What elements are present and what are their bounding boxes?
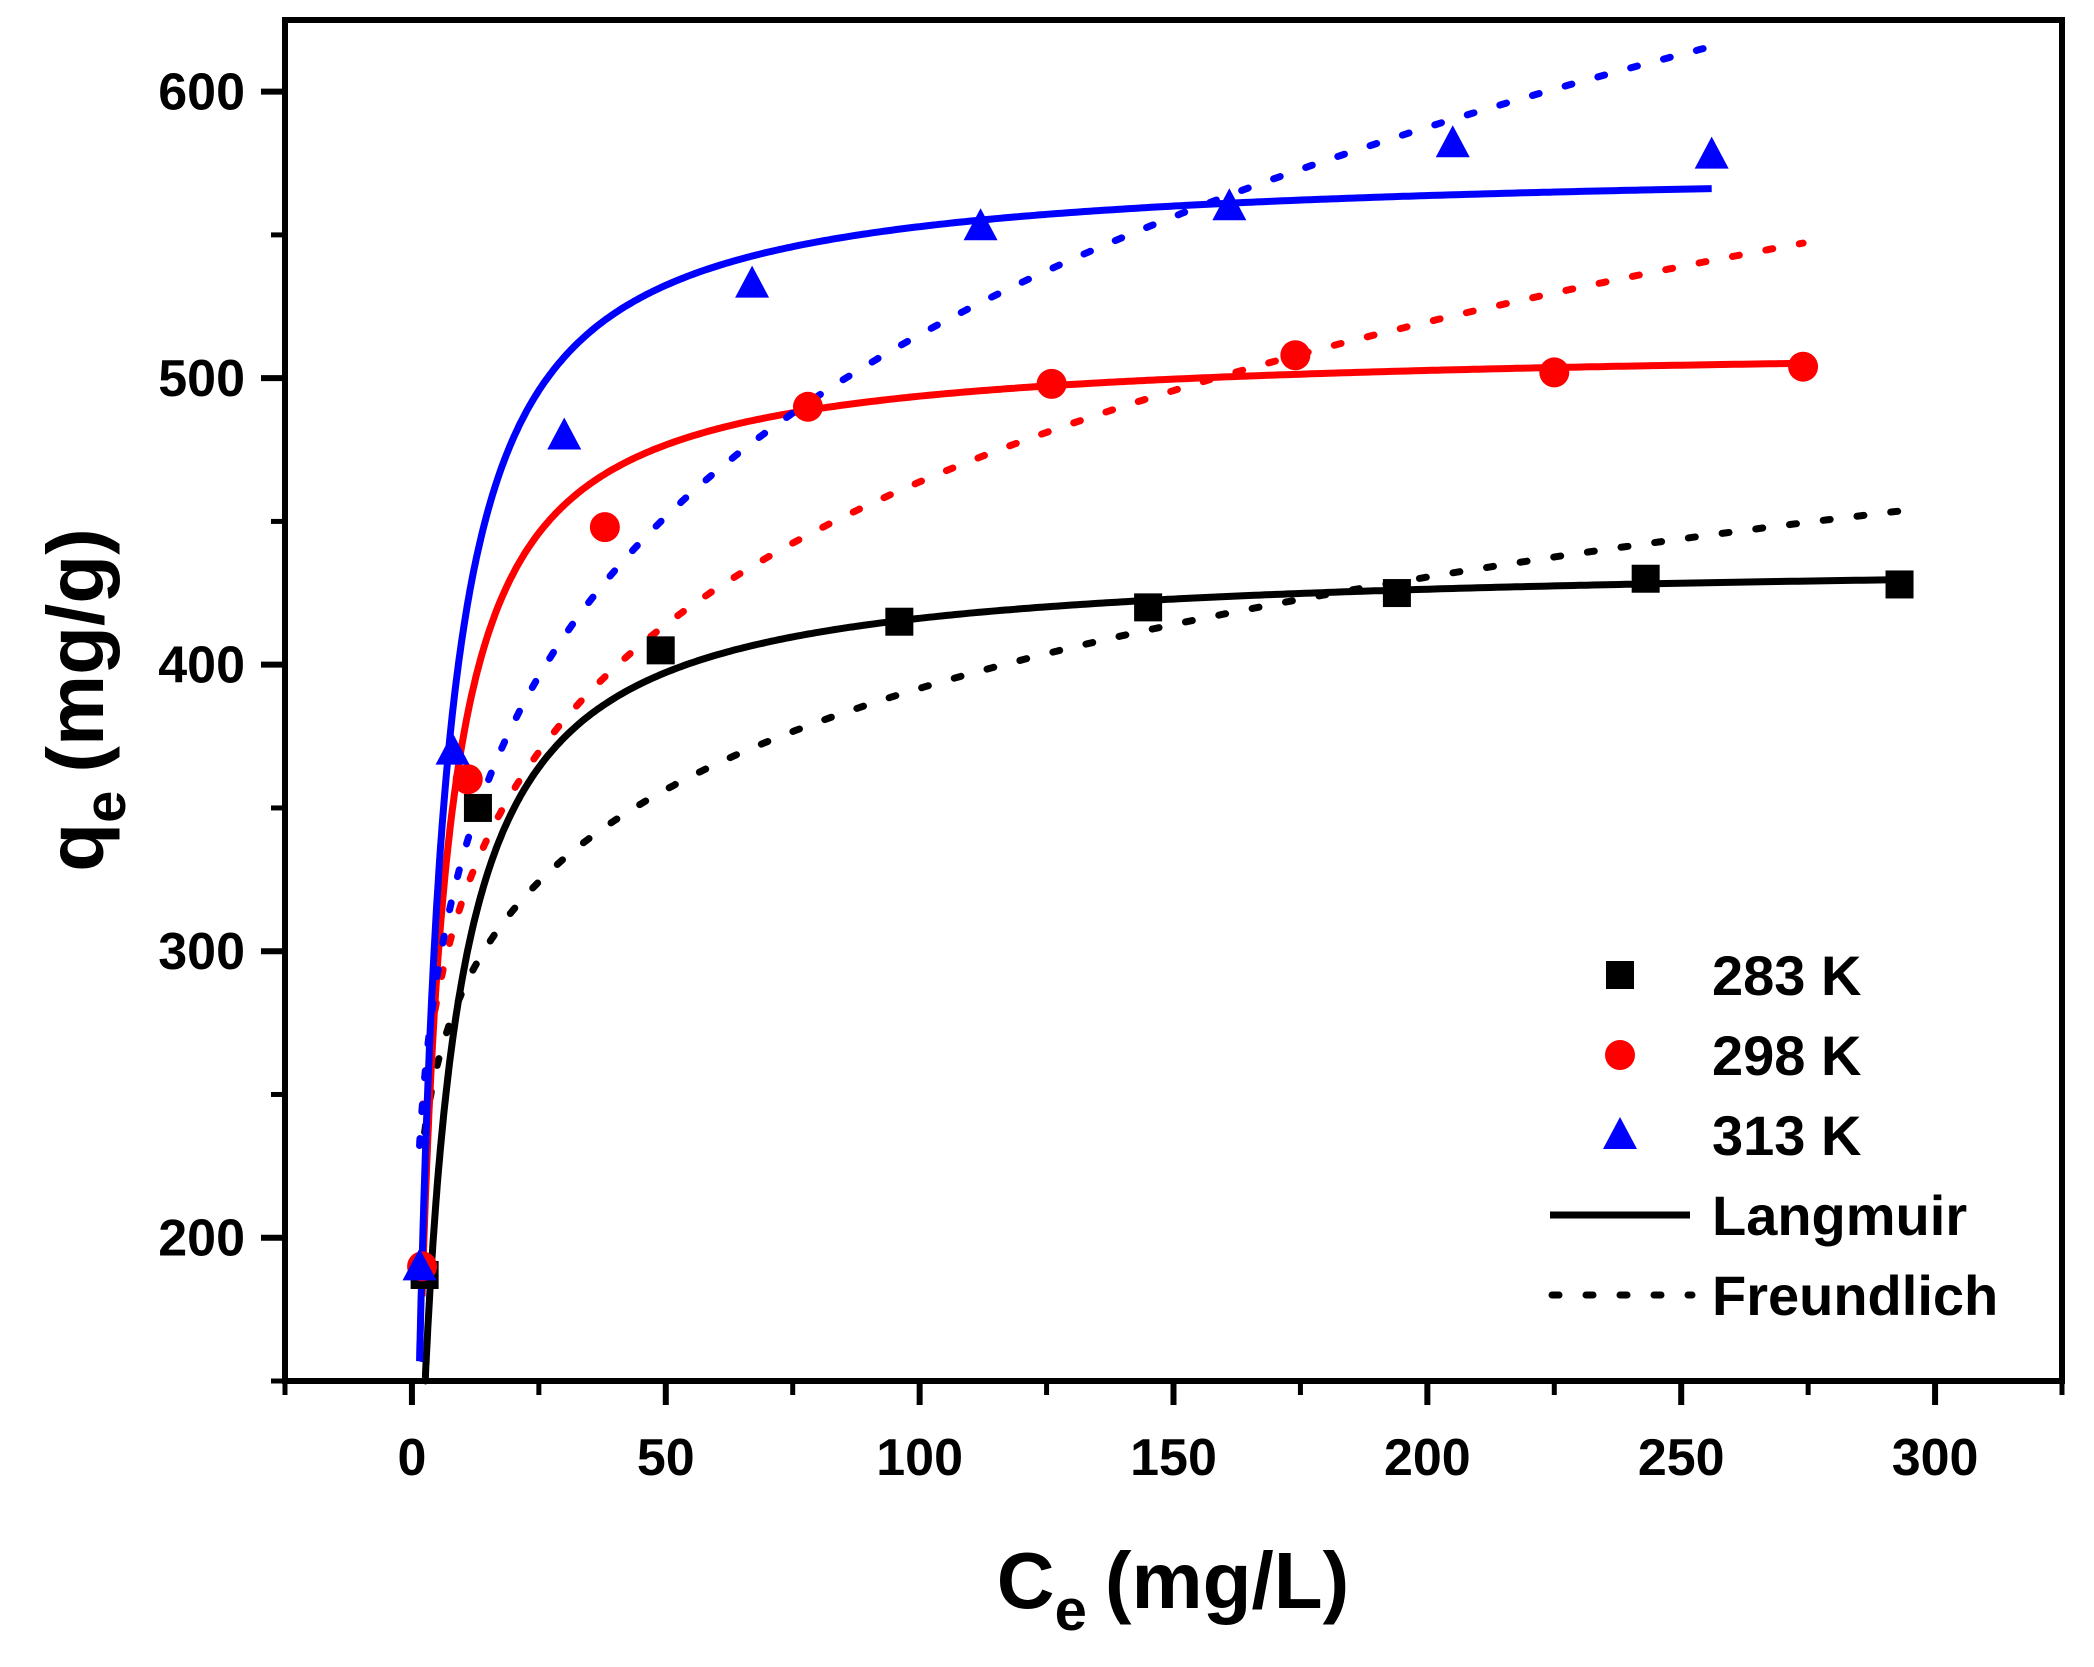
freundlich-curve-298k [418,239,1807,1115]
data-point-298k [452,764,483,795]
data-point-298k [1539,357,1570,388]
legend-swatch-313-k [1603,1117,1637,1149]
legend-label-313-k: 313 K [1712,1104,1861,1167]
data-point-313k [1694,136,1729,169]
y-tick-label: 600 [158,64,245,122]
data-point-283k [1885,570,1914,599]
x-tick-label: 250 [1638,1429,1725,1487]
x-tick-label: 0 [397,1429,426,1487]
plot-frame [282,17,2065,1384]
langmuir-curve-298k [418,359,1804,1300]
x-axis-title-sub: e [1055,1578,1087,1643]
y-axis-title-main: q [31,823,120,872]
data-point-298k [1280,340,1311,371]
data-point-313k [547,417,582,450]
langmuir-curve-283k [421,576,1900,1385]
y-axis-title: qe (mg/g) [31,528,138,872]
legend-label-283-k: 283 K [1712,944,1861,1007]
x-tick-label: 150 [1130,1429,1217,1487]
data-point-313k [1435,125,1470,158]
x-tick-label: 100 [876,1429,963,1487]
data-point-283k [1631,564,1660,593]
x-axis-title: Ce (mg/L) [997,1536,1349,1643]
data-point-313k [435,732,470,765]
x-axis: 0 50 100 150 200 250 300 [282,1381,2065,1487]
data-point-283k [463,793,492,822]
data-point-283k [1382,579,1411,608]
data-point-298k [589,512,620,543]
x-tick-label: 200 [1384,1429,1471,1487]
freundlich-curve-283k [421,507,1903,1136]
data-point-313k [963,208,998,241]
y-tick-label: 200 [158,1210,245,1268]
x-tick-label: 300 [1892,1429,1979,1487]
data-point-313k [735,265,770,298]
y-axis: 200 300 400 500 600 [158,64,285,1384]
y-tick-label: 300 [158,923,245,981]
data-point-313k [1212,188,1247,221]
langmuir-curve-313k [416,185,1712,1365]
data-point-298k [792,391,823,422]
legend-label-freundlich: Freundlich [1712,1264,1998,1327]
y-axis-title-sub: e [73,791,138,823]
x-tick-label: 50 [637,1429,695,1487]
y-axis-title-unit: (mg/g) [31,528,120,772]
data-point-298k [1788,351,1819,382]
legend: 283 K 298 K 313 K Langmuir Freundlich [1548,944,1998,1327]
data-point-313k [402,1248,437,1281]
x-axis-title-main: C [997,1536,1055,1625]
data-point-283k [1134,593,1163,622]
y-tick-label: 500 [158,350,245,408]
y-tick-label: 400 [158,637,245,695]
fit-curves [416,43,1903,1385]
data-point-283k [646,636,675,665]
data-markers [402,125,1914,1289]
x-axis-title-unit: (mg/L) [1105,1536,1349,1625]
data-point-298k [1036,368,1067,399]
legend-swatch-283-k [1606,961,1634,989]
legend-swatch-298-k [1605,1040,1635,1070]
legend-label-298-k: 298 K [1712,1024,1861,1087]
legend-label-langmuir: Langmuir [1712,1184,1967,1247]
data-point-283k [885,607,914,636]
